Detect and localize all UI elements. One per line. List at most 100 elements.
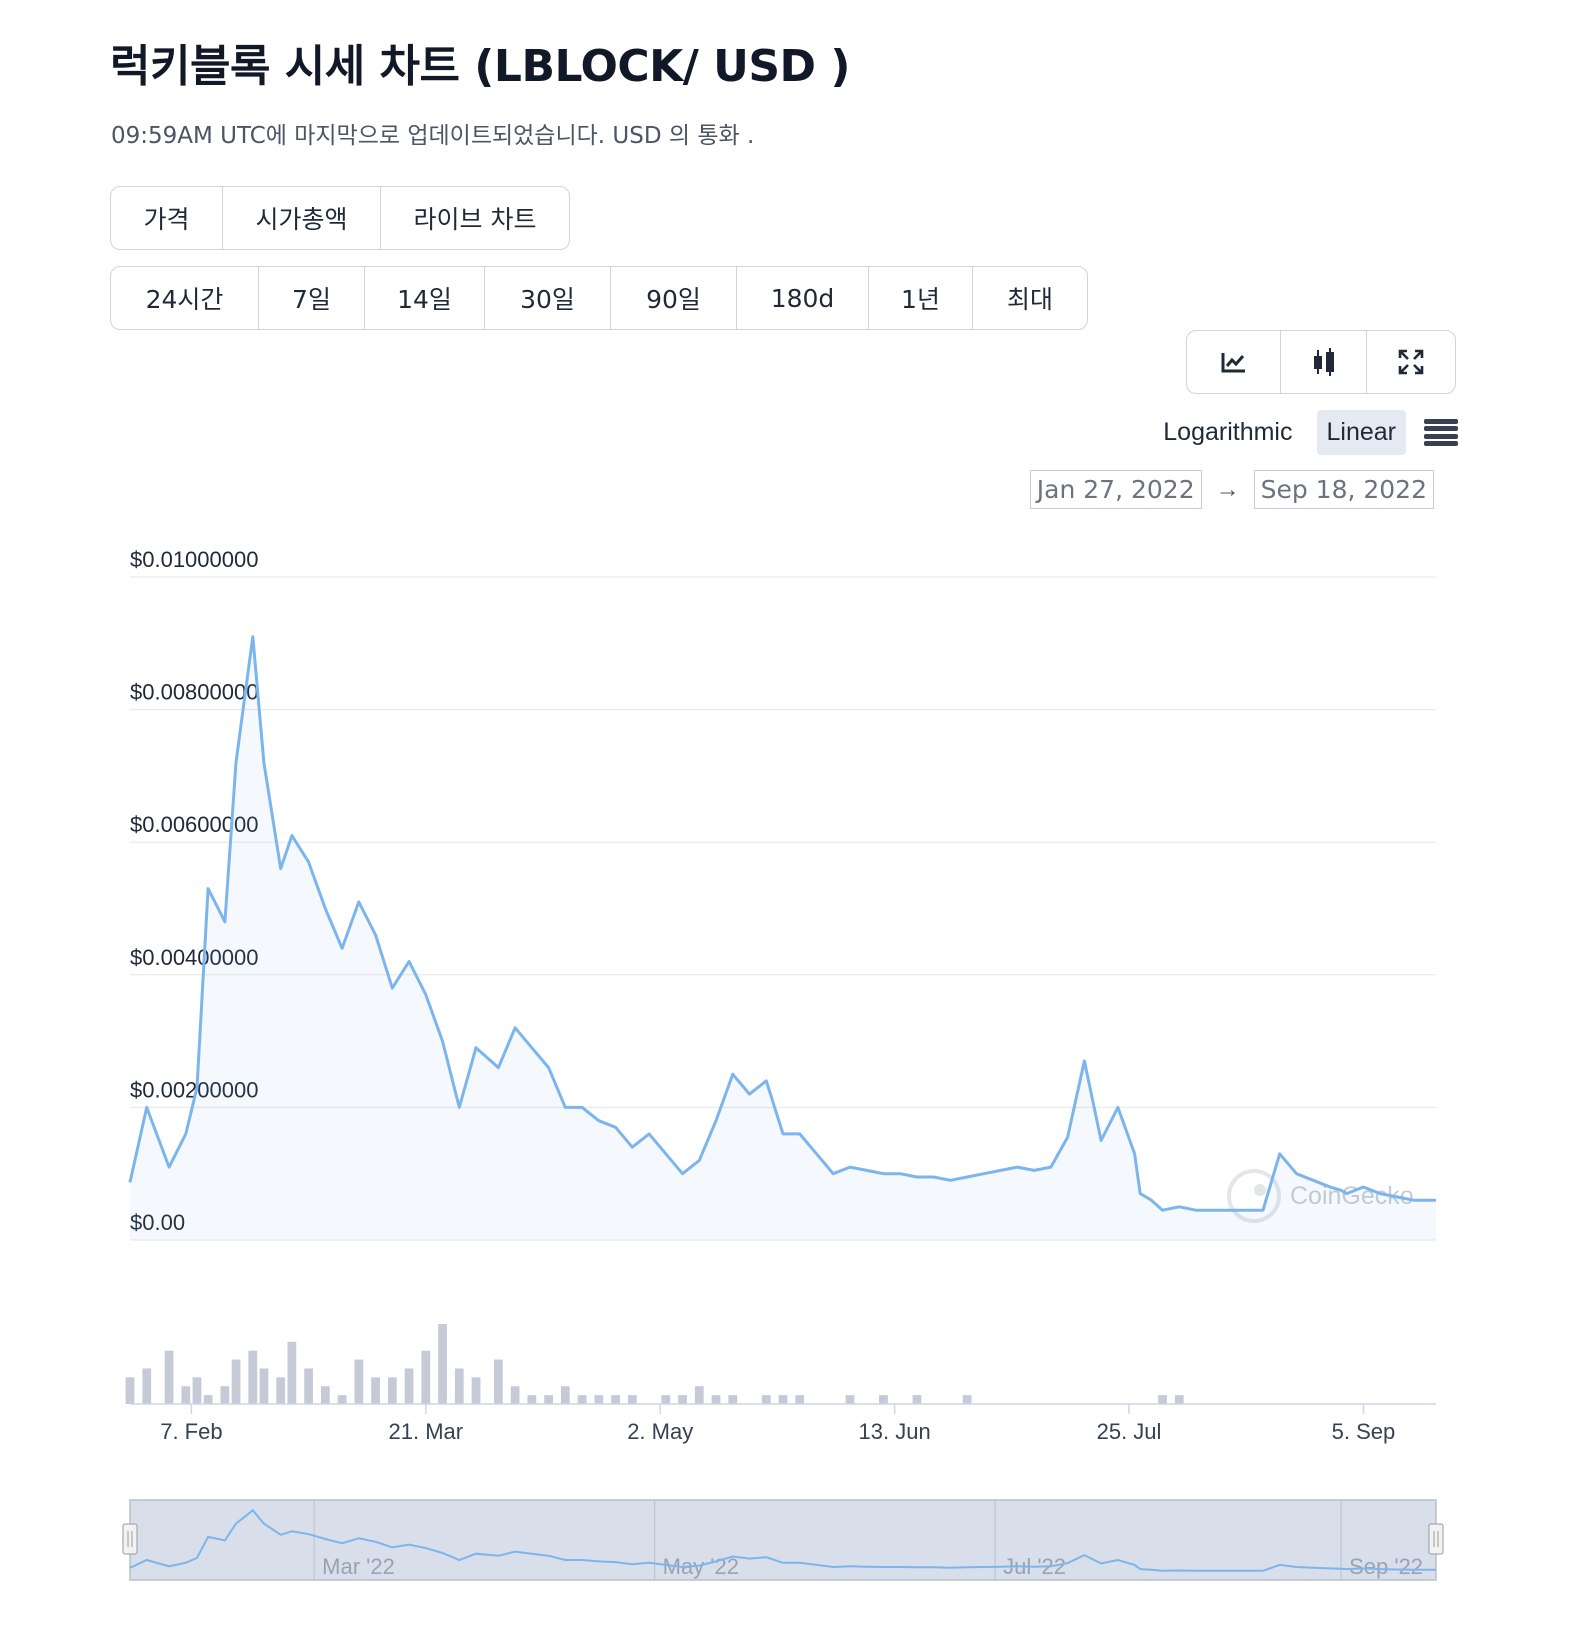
hamburger-menu-icon[interactable]	[1424, 418, 1458, 447]
volume-bar	[337, 1395, 347, 1404]
volume-bar	[181, 1386, 191, 1404]
tab-price-label: 가격	[143, 205, 190, 234]
coingecko-logo-icon	[1227, 1169, 1281, 1223]
volume-bar	[287, 1341, 297, 1404]
range-180d[interactable]: 180d	[737, 267, 869, 329]
volume-bar	[421, 1350, 431, 1404]
fullscreen-button[interactable]	[1367, 331, 1455, 393]
tab-market-cap[interactable]: 시가총액	[223, 187, 381, 249]
range-180d-label: 180d	[770, 283, 835, 313]
line-chart-button[interactable]	[1187, 331, 1281, 393]
handle-grip	[1428, 1523, 1444, 1555]
scale-toggle: Logarithmic Linear	[1153, 410, 1458, 455]
x-tick-label: 13. Jun	[859, 1419, 931, 1444]
volume-bar	[661, 1395, 671, 1404]
x-tick-label: 21. Mar	[389, 1419, 464, 1444]
volume-bar	[728, 1395, 738, 1404]
handle-grip	[122, 1523, 138, 1555]
y-tick-label: $0.00	[130, 1210, 185, 1235]
x-tick-label: 2. May	[627, 1419, 693, 1444]
range-30d-label: 30일	[520, 285, 575, 314]
y-tick-label: $0.00400000	[130, 945, 258, 970]
volume-bar	[248, 1350, 258, 1404]
volume-bar	[594, 1395, 604, 1404]
volume-bar	[276, 1377, 286, 1404]
volume-bar	[678, 1395, 687, 1404]
volume-bar	[125, 1377, 135, 1404]
price-line	[128, 635, 1436, 1212]
navigator: Mar '22 May '22 Jul '22 Sep '22	[122, 1499, 1444, 1581]
volume-bar	[711, 1395, 721, 1404]
linear-scale-button[interactable]: Linear	[1316, 410, 1406, 455]
navigator-tick-label: Mar '22	[322, 1554, 395, 1579]
date-from-input[interactable]: Jan 27, 2022	[1029, 470, 1202, 509]
volume-bar	[371, 1377, 380, 1404]
navigator-line	[129, 1508, 1436, 1572]
volume-bar	[231, 1359, 241, 1404]
volume-bar	[404, 1368, 414, 1404]
line-chart-icon	[1221, 353, 1245, 373]
volume-bar	[320, 1386, 330, 1404]
volume-bar	[142, 1368, 152, 1404]
volume-bar	[795, 1395, 805, 1404]
page-title: 럭키블록 시세 차트 (LBLOCK/ USD )	[110, 41, 851, 92]
range-90d[interactable]: 90일	[611, 267, 737, 329]
volume-bar	[845, 1395, 855, 1404]
volume-bar	[220, 1386, 230, 1404]
volume-bar	[560, 1386, 570, 1404]
navigator-tick-label: Sep '22	[1349, 1554, 1423, 1579]
volume-bar	[510, 1386, 520, 1404]
volume-bar	[611, 1395, 620, 1404]
x-tick-label: 7. Feb	[160, 1419, 222, 1444]
volume-bar	[164, 1350, 174, 1404]
range-1y[interactable]: 1년	[869, 267, 973, 329]
volume-bar	[259, 1368, 269, 1404]
volume-bar	[304, 1368, 313, 1404]
volume-bar	[879, 1395, 888, 1404]
range-30d[interactable]: 30일	[485, 267, 611, 329]
coingecko-eye	[1254, 1184, 1266, 1196]
volume-bar	[627, 1395, 637, 1404]
volume-bar	[1158, 1395, 1167, 1404]
coingecko-watermark: CoinGecko	[1227, 1169, 1414, 1223]
range-24h-label: 24시간	[145, 285, 224, 314]
tab-market-cap-label: 시가총액	[255, 205, 348, 234]
price-area	[130, 636, 1436, 1240]
volume-bar	[493, 1359, 503, 1404]
navigator-handle-left[interactable]	[122, 1523, 138, 1555]
chart-type-selector	[1186, 330, 1456, 394]
volume-bar	[778, 1395, 788, 1404]
range-7d-label: 7일	[292, 285, 331, 314]
candlestick-icon	[1313, 348, 1334, 376]
volume-bar	[203, 1395, 213, 1404]
tab-live-chart-label: 라이브 차트	[413, 205, 537, 234]
date-range: Jan 27, 2022 → Sep 18, 2022	[1029, 470, 1434, 509]
navigator-handle-right[interactable]	[1428, 1523, 1444, 1555]
volume-bar	[1174, 1395, 1184, 1404]
range-max[interactable]: 최대	[973, 267, 1087, 329]
chart-mode-tabs: 가격 시가총액 라이브 차트	[110, 186, 570, 250]
navigator-mask	[129, 1499, 1437, 1581]
tab-price[interactable]: 가격	[111, 187, 223, 249]
range-14d-label: 14일	[397, 285, 452, 314]
volume-bar	[912, 1395, 922, 1404]
last-updated-text: 09:59AM UTC에 마지막으로 업데이트되었습니다. USD 의 통화 .	[111, 123, 755, 149]
date-to-input[interactable]: Sep 18, 2022	[1253, 470, 1434, 509]
range-24h[interactable]: 24시간	[111, 267, 259, 329]
tab-live-chart[interactable]: 라이브 차트	[381, 187, 569, 249]
range-7d[interactable]: 7일	[259, 267, 365, 329]
candlestick-button[interactable]	[1281, 331, 1367, 393]
y-tick-label: $0.00600000	[130, 812, 258, 837]
logarithmic-scale-button[interactable]: Logarithmic	[1163, 418, 1293, 446]
range-90d-label: 90일	[646, 285, 701, 314]
range-max-label: 최대	[1006, 285, 1053, 314]
volume-bar	[192, 1377, 202, 1404]
range-1y-label: 1년	[901, 285, 940, 314]
y-tick-label: $0.01000000	[130, 547, 258, 572]
volume-bar	[471, 1377, 481, 1404]
range-14d[interactable]: 14일	[365, 267, 485, 329]
x-tick-label: 25. Jul	[1097, 1419, 1162, 1444]
arrow-right-icon: →	[1215, 475, 1240, 503]
volume-bar	[387, 1377, 397, 1404]
